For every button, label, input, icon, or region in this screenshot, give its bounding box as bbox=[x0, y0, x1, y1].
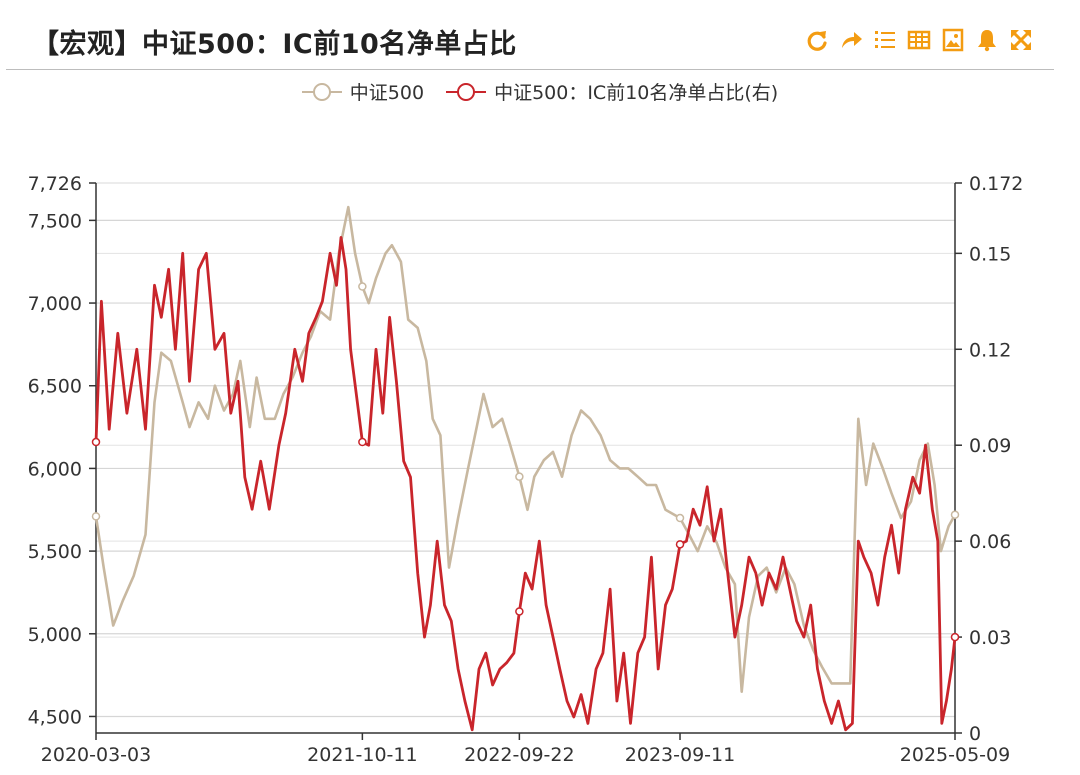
list-button[interactable] bbox=[872, 27, 898, 53]
title-divider bbox=[6, 69, 1054, 70]
share-icon bbox=[842, 32, 862, 48]
y-left-tick-label: 6,500 bbox=[28, 376, 82, 398]
point-ratio bbox=[675, 540, 685, 549]
legend-label-index: 中证500 bbox=[349, 82, 425, 104]
point-index bbox=[515, 472, 524, 481]
legend-item-ratio[interactable]: 中证500：IC前10名净单占比(右) bbox=[446, 78, 778, 105]
chart-toolbar bbox=[804, 27, 1034, 53]
point-index bbox=[950, 510, 960, 519]
refresh-button[interactable] bbox=[804, 27, 830, 53]
y-left-tick-label: 7,726 bbox=[28, 173, 82, 195]
bell-icon bbox=[978, 30, 996, 52]
point-index bbox=[358, 282, 367, 291]
image-icon bbox=[942, 28, 964, 52]
fullscreen-button[interactable] bbox=[1008, 27, 1034, 53]
y-left-tick-label: 6,000 bbox=[28, 458, 82, 480]
y-right-tick-label: 0.03 bbox=[969, 627, 1011, 649]
series-line-ratio bbox=[94, 235, 957, 732]
y-left-tick-label: 7,500 bbox=[28, 210, 82, 232]
point-ratio bbox=[358, 437, 367, 447]
series-line-index bbox=[94, 205, 957, 694]
y-left-tick-label: 4,500 bbox=[28, 706, 82, 728]
y-left-tick-label: 7,000 bbox=[28, 293, 82, 315]
table-button[interactable] bbox=[906, 27, 932, 53]
x-tick-label: 2023-09-11 bbox=[625, 744, 735, 766]
y-left-tick-label: 5,500 bbox=[28, 541, 82, 563]
y-right-tick-label: 0 bbox=[969, 723, 981, 745]
page-title: 【宏观】中证500：IC前10名净单占比 bbox=[32, 29, 517, 60]
fullscreen-icon bbox=[1011, 30, 1031, 50]
alert-button[interactable] bbox=[974, 27, 1000, 53]
x-tick-label: 2025-05-09 bbox=[900, 744, 1010, 766]
point-ratio bbox=[91, 437, 101, 447]
y-right-tick-label: 0.09 bbox=[969, 435, 1011, 457]
point-ratio bbox=[515, 607, 524, 616]
y-right-tick-label: 0.06 bbox=[969, 531, 1011, 553]
point-index bbox=[675, 513, 685, 523]
x-tick-label: 2020-03-03 bbox=[41, 744, 151, 766]
y-right-tick-label: 0.12 bbox=[969, 339, 1011, 361]
save-image-button[interactable] bbox=[940, 27, 966, 53]
legend-item-index[interactable]: 中证500 bbox=[301, 78, 425, 105]
table-icon bbox=[907, 30, 931, 50]
list-icon bbox=[875, 31, 895, 48]
chart-legend: 中证500 中证500：IC前10名净单占比(右) bbox=[0, 78, 1080, 105]
y-left-tick-label: 5,000 bbox=[28, 624, 82, 646]
point-index bbox=[91, 512, 101, 521]
refresh-icon bbox=[807, 31, 827, 51]
x-tick-label: 2021-10-11 bbox=[307, 744, 417, 766]
share-button[interactable] bbox=[838, 27, 864, 53]
y-right-tick-label: 0.15 bbox=[969, 243, 1011, 265]
legend-marker-ratio bbox=[446, 82, 487, 101]
legend-marker-index bbox=[301, 82, 342, 101]
x-tick-label: 2022-09-22 bbox=[464, 744, 574, 766]
y-right-tick-label: 0.172 bbox=[969, 173, 1023, 195]
legend-label-ratio: 中证500：IC前10名净单占比(右) bbox=[494, 82, 779, 104]
point-ratio bbox=[950, 632, 960, 642]
